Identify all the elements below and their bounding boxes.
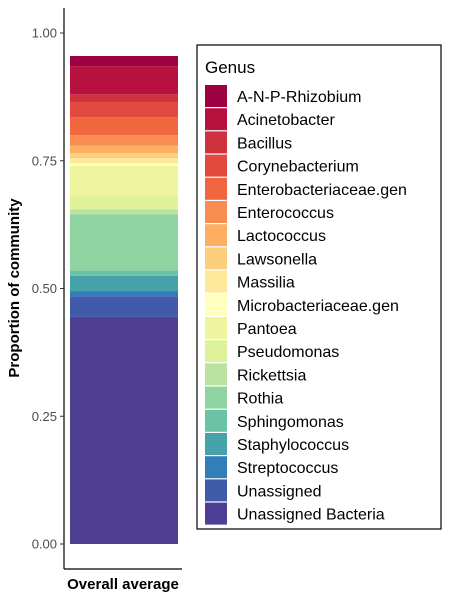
legend-key [205, 456, 227, 479]
y-axis-title: Proportion of community [6, 198, 23, 378]
y-tick-label: 0.50 [32, 281, 57, 296]
legend-key [205, 201, 227, 223]
bar-segment-microbacteriaceae-gen [70, 163, 178, 166]
bar-segment-staphylococcus [70, 275, 178, 292]
legend-key [205, 433, 227, 455]
legend-label: Acinetobacter [237, 112, 336, 129]
bar-segment-a-n-p-rhizobium [70, 55, 178, 67]
legend-label: Unassigned [237, 483, 322, 500]
bar-segment-enterococcus [70, 135, 178, 146]
legend-key [205, 479, 227, 502]
legend-label: Pantoea [237, 321, 297, 338]
bar-segment-rickettsia [70, 209, 178, 215]
legend-label: Enterobacteriaceae.gen [237, 182, 407, 199]
y-tick-label: 0.75 [32, 153, 57, 168]
x-tick-label: Overall average [67, 576, 179, 593]
legend-title: Genus [205, 58, 255, 77]
legend-label: A-N-P-Rhizobium [237, 89, 361, 106]
legend-key [205, 363, 227, 386]
bar-segment-unassigned-bacteria [70, 316, 178, 544]
legend-key [205, 131, 227, 154]
legend-key [205, 409, 227, 432]
bar-segment-lawsonella [70, 153, 178, 159]
legend-label: Rickettsia [237, 367, 306, 384]
legend-label: Unassigned Bacteria [237, 507, 385, 524]
legend-label: Lawsonella [237, 251, 317, 268]
bar-segment-rothia [70, 214, 178, 271]
legend-key [205, 247, 227, 270]
legend-box [196, 44, 442, 530]
legend-label: Staphylococcus [237, 437, 349, 454]
bar-segment-lactococcus [70, 145, 178, 154]
bar-segment-sphingomonas [70, 270, 178, 276]
legend: Genus A-N-P-Rhizobium Acinetobacter Bacill… [196, 44, 442, 530]
legend-key [205, 386, 227, 409]
legend-key [205, 177, 227, 200]
legend-items: A-N-P-Rhizobium Acinetobacter Bacillus Cory… [205, 85, 407, 525]
legend-label: Massilia [237, 275, 295, 292]
legend-key [205, 154, 227, 177]
legend-label: Microbacteriaceae.gen [237, 298, 399, 315]
bar-segment-enterobacteriaceae-gen [70, 117, 178, 136]
legend-label: Pseudomonas [237, 344, 339, 361]
y-ticks: 0.00 0.25 0.50 0.75 1.00 [32, 26, 64, 552]
legend-key [205, 502, 227, 525]
legend-label: Rothia [237, 391, 283, 408]
bar-segment-streptococcus [70, 291, 178, 297]
bar-segment-pseudomonas [70, 196, 178, 210]
legend-label: Streptococcus [237, 460, 338, 477]
legend-key [205, 270, 227, 293]
y-tick-label: 0.00 [32, 537, 57, 552]
legend-key [205, 293, 227, 316]
bar-segment-bacillus [70, 94, 178, 102]
bar-segment-unassigned [70, 296, 178, 317]
bar-segment-massilia [70, 158, 178, 164]
legend-key [205, 108, 227, 131]
bar-segment-corynebacterium [70, 101, 178, 118]
legend-label: Lactococcus [237, 228, 326, 245]
legend-label: Corynebacterium [237, 159, 359, 176]
y-tick-label: 0.25 [32, 409, 57, 424]
legend-key [205, 85, 227, 107]
legend-key [205, 317, 227, 339]
y-tick-label: 1.00 [32, 26, 57, 41]
legend-key [205, 340, 227, 363]
bar-stack [70, 55, 178, 544]
legend-label: Sphingomonas [237, 414, 344, 431]
bar-segment-acinetobacter [70, 66, 178, 95]
bar-segment-pantoea [70, 165, 178, 197]
legend-key [205, 224, 227, 247]
legend-label: Enterococcus [237, 205, 334, 222]
legend-label: Bacillus [237, 135, 292, 152]
